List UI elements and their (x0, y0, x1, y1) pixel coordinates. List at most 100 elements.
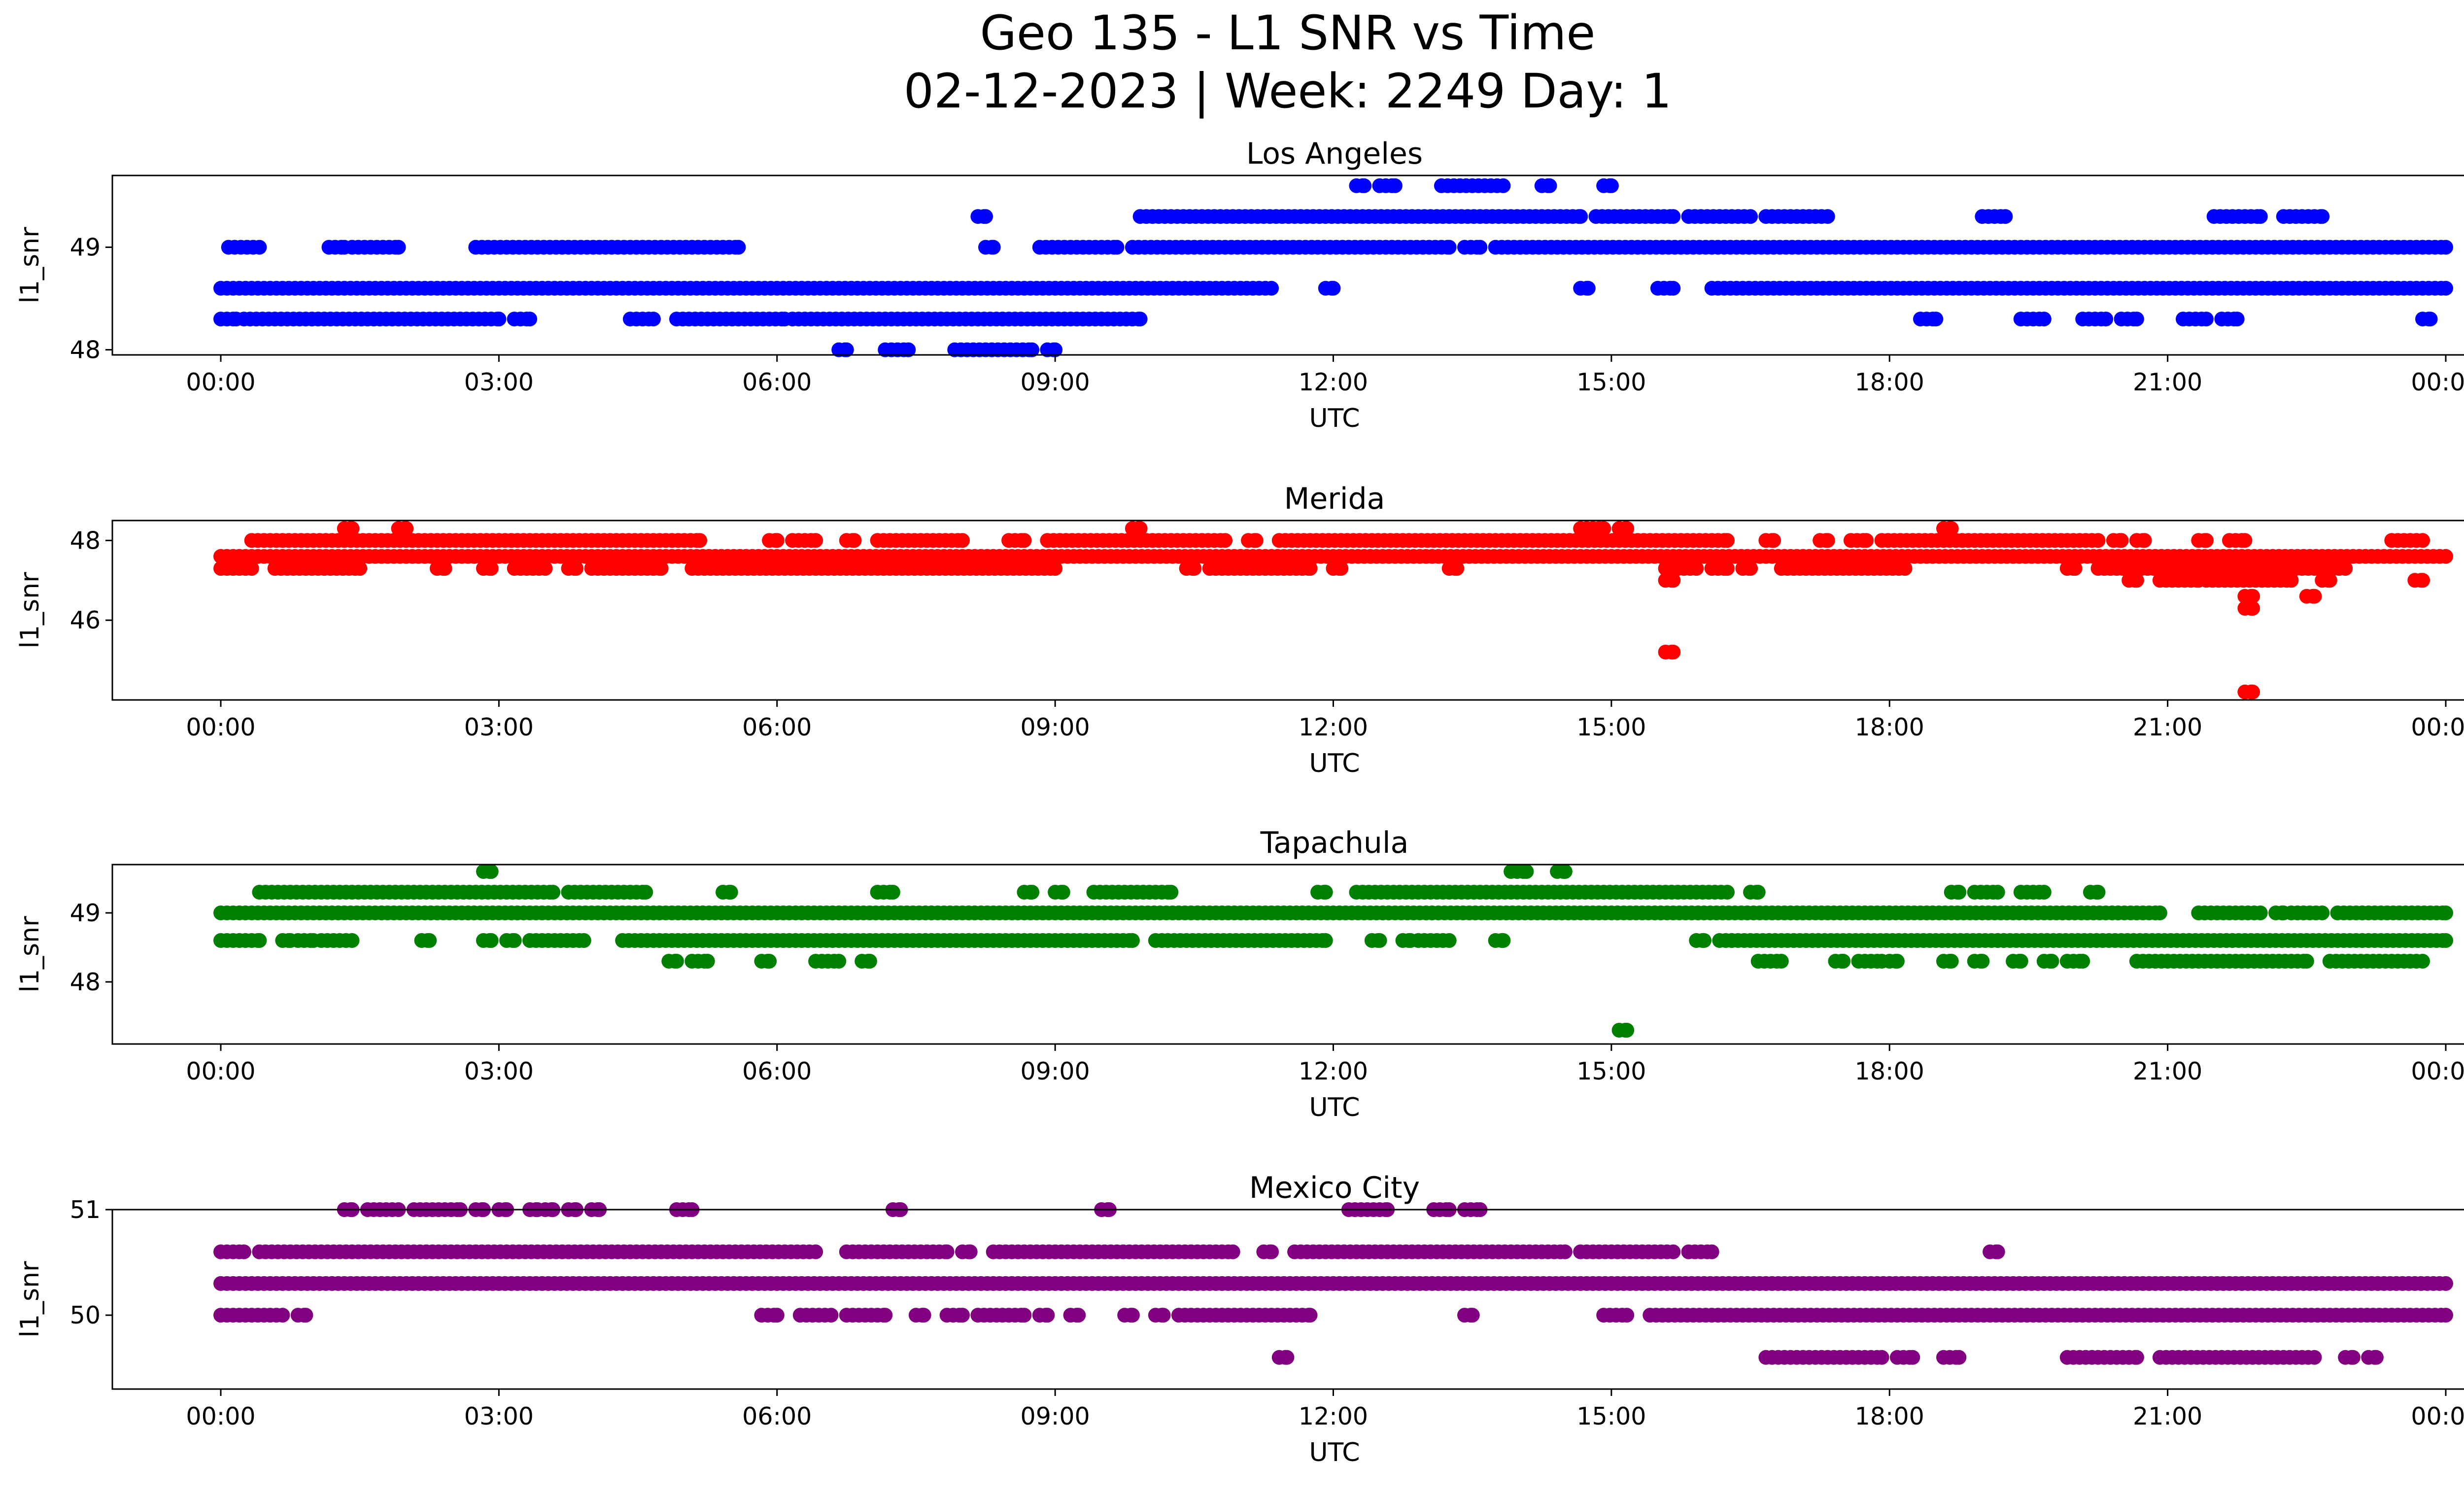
data-point (1666, 644, 1681, 660)
x-tick-label: 00:00 (186, 1402, 255, 1430)
x-tick-label: 00:00 (2411, 368, 2464, 396)
data-point (298, 1308, 313, 1323)
data-point (2438, 905, 2453, 920)
data-point (1998, 209, 2013, 224)
data-point (1357, 178, 1372, 193)
x-axis-label: UTC (1309, 1093, 1360, 1122)
x-tick-label: 00:00 (2411, 1057, 2464, 1085)
data-point (808, 533, 823, 548)
subplot-title: Tapachula (1260, 826, 1409, 860)
data-point (1449, 561, 1465, 576)
data-point (638, 885, 653, 900)
data-point (2438, 240, 2453, 255)
data-point (1519, 864, 1534, 879)
data-point (437, 561, 452, 576)
data-point (1048, 342, 1063, 357)
data-point (1666, 209, 1681, 224)
data-point (762, 954, 777, 969)
data-point (2315, 209, 2330, 224)
data-point (2338, 561, 2353, 576)
data-point (955, 1308, 970, 1323)
data-point (1975, 954, 1990, 969)
data-point (1774, 954, 1789, 969)
data-point (939, 1244, 955, 1259)
data-point (2438, 1276, 2453, 1291)
data-point (1604, 178, 1619, 193)
data-point (237, 1244, 251, 1259)
x-axis-label: UTC (1309, 1438, 1360, 1467)
data-point (244, 561, 259, 576)
data-point (2245, 601, 2260, 616)
y-tick-label: 48 (70, 526, 101, 555)
x-tick-label: 12:00 (1299, 368, 1368, 396)
data-point (569, 561, 584, 576)
x-axis-label: UTC (1309, 404, 1360, 433)
data-point (483, 561, 499, 576)
data-point (916, 1308, 931, 1323)
data-point (1666, 573, 1681, 588)
x-tick-label: 12:00 (1299, 713, 1368, 741)
data-point (2229, 312, 2245, 327)
x-tick-label: 12:00 (1299, 1057, 1368, 1085)
data-point (2315, 905, 2330, 920)
data-point (1874, 1350, 1889, 1365)
data-point (1720, 533, 1735, 548)
data-point (692, 533, 707, 548)
series-points (213, 864, 2453, 1038)
series-points (213, 521, 2453, 699)
x-tick-label: 03:00 (464, 713, 534, 741)
data-point (1689, 561, 1704, 576)
data-point (1836, 954, 1851, 969)
data-point (1580, 280, 1596, 296)
data-point (1619, 1308, 1635, 1323)
data-point (2322, 573, 2337, 588)
x-tick-label: 09:00 (1021, 1057, 1090, 1085)
data-point (507, 933, 522, 948)
y-axis-label: l1_snr (15, 916, 45, 993)
data-point (862, 954, 877, 969)
x-tick-label: 06:00 (742, 368, 812, 396)
data-point (1944, 954, 1959, 969)
data-point (2438, 933, 2453, 948)
data-point (653, 561, 669, 576)
data-point (2307, 589, 2322, 604)
data-point (1496, 178, 1511, 193)
data-point (2199, 312, 2214, 327)
data-point (2237, 533, 2253, 548)
data-point (1704, 1244, 1719, 1259)
data-point (2090, 533, 2106, 548)
subplot-title: Mexico City (1249, 1171, 1420, 1205)
data-point (491, 312, 507, 327)
x-tick-label: 00:00 (2411, 713, 2464, 741)
data-point (522, 312, 538, 327)
data-point (1441, 240, 1457, 255)
data-point (1264, 1244, 1279, 1259)
data-point (2199, 533, 2214, 548)
data-point (2345, 1350, 2361, 1365)
data-point (1025, 342, 1040, 357)
x-tick-label: 18:00 (1855, 368, 1924, 396)
data-point (2090, 885, 2106, 900)
axes-frame (111, 1209, 2464, 1390)
x-tick-label: 06:00 (742, 1057, 812, 1085)
x-tick-label: 15:00 (1576, 1402, 1646, 1430)
data-point (2284, 573, 2299, 588)
data-point (1187, 561, 1202, 576)
data-point (1766, 533, 1781, 548)
data-point (1164, 885, 1179, 900)
series-points (213, 178, 2453, 357)
data-point (901, 342, 916, 357)
x-tick-label: 18:00 (1855, 1402, 1924, 1430)
subplot-3: Mexico City 00:00 03:00 06:00 09:00 12:00 15:0… (15, 1171, 2464, 1467)
x-tick-label: 00:00 (186, 368, 255, 396)
subplot-0: Los Angeles 00:00 03:00 06:00 09:00 12:00 15:0… (15, 137, 2464, 433)
data-point (1132, 312, 1148, 327)
data-point (1318, 885, 1333, 900)
x-tick-label: 15:00 (1576, 368, 1646, 396)
data-point (1750, 885, 1766, 900)
x-tick-label: 00:00 (2411, 1402, 2464, 1430)
data-point (483, 933, 499, 948)
data-point (1248, 533, 1264, 548)
data-point (1743, 209, 1758, 224)
